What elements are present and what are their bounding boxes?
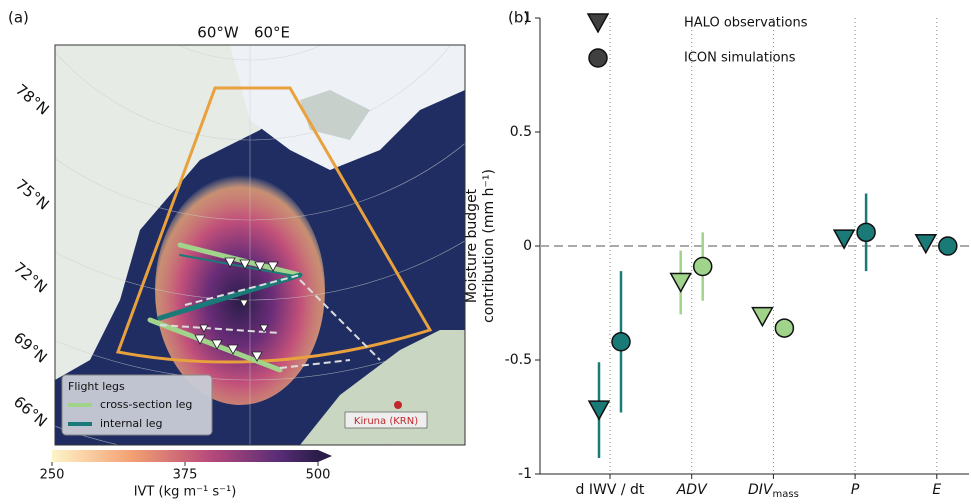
x-tick-label-text: d IWV / dt bbox=[576, 482, 645, 498]
panel-label: (b) bbox=[508, 9, 529, 27]
y-tick-label: 0.5 bbox=[510, 124, 532, 140]
colorbar-tick-label: 250 bbox=[40, 468, 65, 483]
legend-marker bbox=[586, 13, 610, 34]
y-tick-label: -1 bbox=[518, 466, 532, 482]
y-tick-label: 1 bbox=[523, 10, 532, 26]
circle-marker bbox=[611, 332, 631, 352]
flight-track bbox=[159, 274, 381, 369]
triangle-marker bbox=[587, 400, 611, 421]
x-tick-label-text: E bbox=[932, 482, 941, 498]
station-box bbox=[344, 411, 428, 429]
triangle-marker bbox=[832, 229, 856, 250]
colorbar-tick-label: 500 bbox=[306, 468, 331, 483]
lon-label: 60°E bbox=[254, 24, 290, 42]
colorbar bbox=[52, 450, 318, 462]
dropsondes bbox=[194, 257, 279, 362]
circle-marker bbox=[774, 318, 795, 338]
y-tick-label: -0.5 bbox=[505, 352, 532, 368]
map-legend bbox=[61, 374, 213, 436]
x-tick-label: P bbox=[851, 482, 860, 498]
y-axis-label: Moisture budgetcontribution (mm h⁻¹) bbox=[464, 169, 497, 323]
lat-label: 66°N bbox=[10, 393, 51, 431]
map-frame bbox=[54, 44, 466, 446]
station-label: Kiruna (KRN) bbox=[354, 416, 418, 427]
lat-label: 75°N bbox=[12, 176, 53, 214]
circle-marker bbox=[856, 222, 876, 243]
colorbar-tick-label: 375 bbox=[173, 468, 198, 483]
lat-label: 69°N bbox=[10, 329, 51, 367]
y-tick-label: 0 bbox=[523, 238, 532, 254]
greenland bbox=[55, 45, 330, 380]
x-tick-label: E bbox=[932, 482, 941, 498]
legend-label: HALO observations bbox=[684, 16, 808, 31]
y-axis-label-line: contribution (mm h⁻¹) bbox=[481, 169, 497, 323]
panel-label: (a) bbox=[8, 9, 29, 27]
legend-title: Flight legs bbox=[68, 380, 125, 393]
domain-box bbox=[115, 86, 433, 364]
x-tick-label: ADV bbox=[676, 482, 708, 498]
graticule bbox=[55, 45, 465, 445]
x-tick-label: d IWV / dt bbox=[576, 482, 645, 498]
colorbar-label: IVT (kg m⁻¹ s⁻¹) bbox=[134, 485, 237, 500]
x-tick-label-text: ADV bbox=[676, 482, 708, 498]
lat-label: 78°N bbox=[12, 81, 53, 119]
circle-marker bbox=[938, 236, 958, 256]
circle-marker bbox=[692, 256, 713, 277]
triangle-marker bbox=[669, 272, 692, 294]
legend-label: cross-section leg bbox=[100, 398, 192, 411]
svalbard bbox=[300, 90, 370, 140]
legend-label: internal leg bbox=[100, 417, 163, 430]
station-marker bbox=[394, 401, 402, 409]
colorbar-extend bbox=[318, 450, 332, 462]
map: Kiruna (KRN) Flight legs cross-section l… bbox=[55, 45, 465, 445]
x-tick-label: DIVmass bbox=[748, 482, 799, 500]
x-tick-label-text: DIV bbox=[748, 482, 774, 498]
x-tick-label-text: P bbox=[851, 482, 860, 498]
legend-marker bbox=[588, 48, 608, 68]
y-axis-label-line: Moisture budget bbox=[464, 188, 480, 303]
triangle-marker bbox=[751, 306, 774, 328]
triangle-marker bbox=[914, 233, 938, 255]
lon-label: 60°W bbox=[197, 24, 239, 42]
x-tick-label-sub: mass bbox=[773, 489, 799, 500]
lat-label: 72°N bbox=[10, 259, 51, 297]
legend-label: ICON simulations bbox=[684, 51, 796, 66]
